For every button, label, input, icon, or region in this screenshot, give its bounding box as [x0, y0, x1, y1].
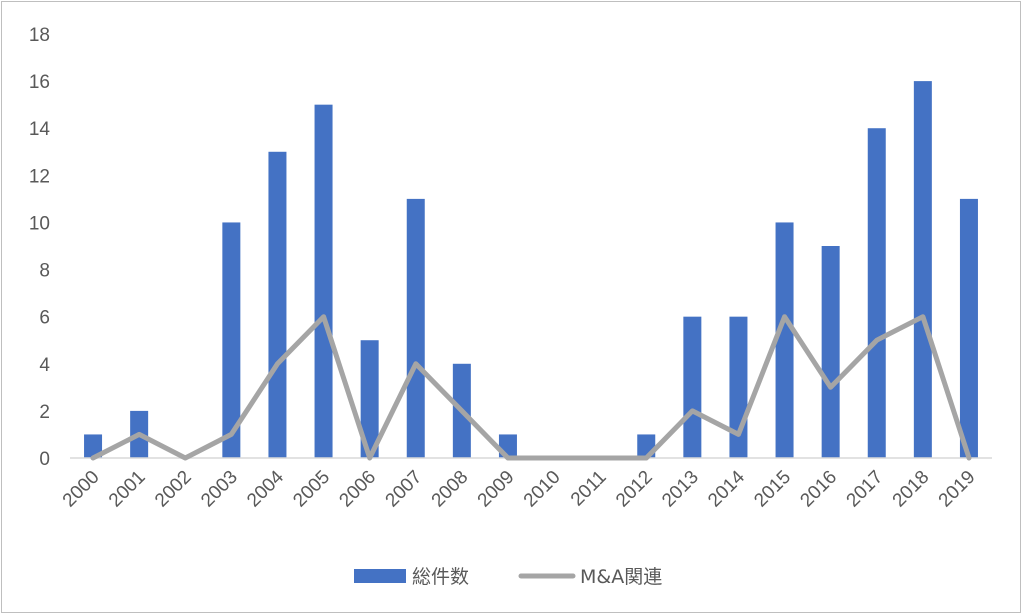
bar [913, 81, 932, 458]
y-axis-ticks: 0 2 4 6 8 10 12 14 16 18 [29, 25, 51, 470]
legend: 総件数 M&A関連 [354, 566, 662, 588]
x-tick-label: 2000 [59, 467, 104, 512]
x-tick-label: 2005 [289, 467, 334, 512]
line-path [90, 314, 972, 461]
x-tick-label: 2019 [935, 467, 980, 512]
y-tick-label: 16 [29, 72, 50, 93]
x-tick-label: 2002 [151, 467, 196, 512]
y-tick-label: 0 [39, 449, 50, 470]
y-tick-label: 6 [39, 308, 50, 329]
line-series [90, 314, 972, 461]
bar [222, 222, 241, 458]
x-axis-ticks: 2000 2001 2002 2003 2004 2005 2006 2007 2008 2009… [59, 466, 980, 511]
x-tick-label: 2017 [843, 467, 888, 512]
x-tick-label: 2006 [335, 467, 380, 512]
x-tick-label: 2001 [105, 467, 150, 512]
bar [683, 316, 702, 458]
x-tick-label: 2013 [658, 467, 703, 512]
y-tick-label: 14 [29, 119, 51, 140]
y-tick-label: 8 [39, 261, 50, 282]
x-tick-label: 2018 [889, 467, 934, 512]
bar [821, 246, 840, 458]
bar [775, 222, 794, 458]
x-tick-label: 2008 [428, 467, 473, 512]
y-tick-label: 12 [29, 166, 50, 187]
x-tick-label: 2009 [474, 467, 519, 512]
bar [959, 198, 978, 458]
bar [268, 151, 287, 458]
bar [406, 198, 425, 458]
y-tick-label: 2 [39, 402, 50, 423]
x-tick-label: 2016 [796, 467, 841, 512]
legend-bar-swatch [354, 569, 406, 583]
bar [867, 128, 886, 458]
x-tick-label: 2004 [243, 466, 288, 511]
x-tick-label: 2015 [750, 467, 795, 512]
x-tick-label: 2003 [197, 467, 242, 512]
y-tick-label: 18 [29, 25, 50, 46]
bar [360, 340, 379, 458]
legend-line-label: M&A関連 [580, 566, 662, 588]
y-tick-label: 10 [29, 213, 50, 234]
x-tick-label: 2011 [567, 467, 611, 511]
bar [84, 434, 103, 458]
legend-bar-label: 総件数 [412, 566, 469, 588]
y-tick-label: 4 [39, 355, 50, 376]
x-tick-label: 2012 [612, 467, 657, 512]
x-tick-label: 2014 [704, 466, 749, 511]
bar [314, 104, 333, 459]
bar-series [84, 81, 978, 459]
x-tick-label: 2007 [382, 467, 427, 512]
x-tick-label: 2010 [520, 467, 565, 512]
